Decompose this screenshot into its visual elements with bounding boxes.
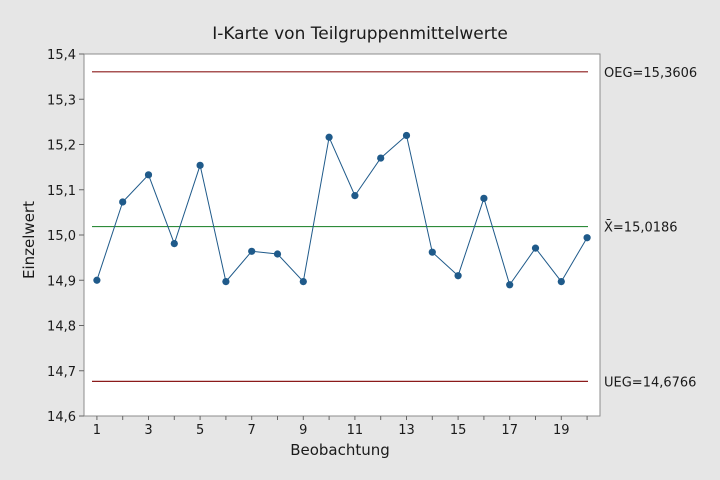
data-point bbox=[583, 234, 591, 242]
data-point bbox=[531, 244, 540, 252]
x-tick-label: 17 bbox=[501, 423, 518, 438]
x-tick-label: 11 bbox=[347, 423, 364, 438]
data-point bbox=[480, 194, 488, 202]
y-tick-label: 14,8 bbox=[47, 320, 76, 335]
data-point bbox=[222, 278, 230, 286]
data-point bbox=[93, 276, 101, 284]
y-axis: 14,6 14,7 14,8 14,9 15,0 15,1 15,2 15,3 15,4 bbox=[47, 48, 84, 425]
plot-area bbox=[83, 53, 601, 417]
data-point bbox=[454, 272, 462, 280]
data-point bbox=[273, 250, 282, 258]
data-point bbox=[299, 278, 307, 286]
y-tick-label: 15,1 bbox=[47, 184, 76, 199]
ucl-label: OEG=15,3606 bbox=[604, 66, 697, 81]
data-point bbox=[325, 133, 333, 141]
y-tick-label: 15,0 bbox=[47, 229, 76, 244]
data-point bbox=[144, 171, 153, 179]
data-point bbox=[506, 281, 514, 289]
x-tick-label: 15 bbox=[450, 423, 467, 438]
x-tick-label: 7 bbox=[248, 423, 256, 438]
x-tick-label: 3 bbox=[144, 423, 152, 438]
x-axis: 1 3 5 7 9 11 13 15 17 19 bbox=[93, 416, 588, 438]
x-tick-label: 1 bbox=[93, 423, 101, 438]
x-tick-label: 19 bbox=[553, 423, 570, 438]
center-label: X̄=15,0186 bbox=[604, 220, 678, 235]
x-tick-label: 5 bbox=[196, 423, 204, 438]
series-line bbox=[96, 134, 588, 286]
data-point bbox=[402, 131, 411, 140]
y-tick-label: 15,3 bbox=[47, 93, 76, 108]
data-point bbox=[119, 198, 127, 206]
data-point bbox=[557, 278, 565, 286]
x-tick-label: 13 bbox=[398, 423, 415, 438]
data-point bbox=[248, 247, 256, 255]
y-tick-label: 14,7 bbox=[47, 365, 76, 380]
y-tick-label: 14,9 bbox=[47, 274, 76, 289]
data-series bbox=[93, 131, 591, 289]
y-tick-label: 15,2 bbox=[47, 139, 76, 154]
chart-title: I-Karte von Teilgruppenmittelwerte bbox=[212, 24, 508, 44]
lcl-label: UEG=14,6766 bbox=[604, 375, 696, 390]
y-axis-label: Einzelwert bbox=[20, 201, 38, 279]
data-point bbox=[351, 192, 359, 200]
y-tick-label: 14,6 bbox=[47, 410, 76, 425]
x-tick-label: 9 bbox=[299, 423, 307, 438]
data-point bbox=[428, 248, 436, 256]
data-point bbox=[196, 161, 204, 169]
data-point bbox=[377, 154, 385, 162]
data-point bbox=[170, 239, 178, 248]
x-axis-label: Beobachtung bbox=[290, 441, 390, 459]
y-tick-label: 15,4 bbox=[47, 48, 76, 63]
control-limits: OEG=15,3606 X̄=15,0186 UEG=14,6766 bbox=[92, 66, 697, 390]
